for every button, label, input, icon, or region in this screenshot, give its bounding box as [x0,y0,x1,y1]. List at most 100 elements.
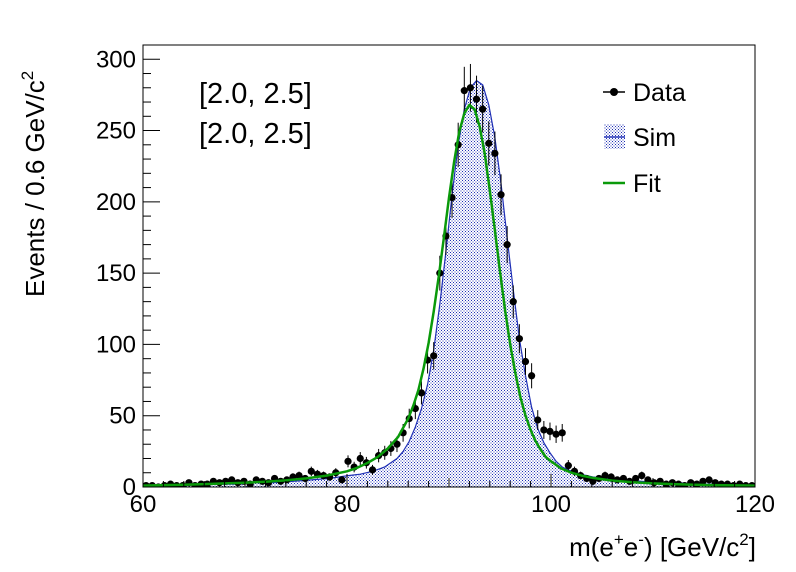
data-point-marker [540,426,548,434]
y-tick-label: 100 [96,331,136,358]
data-point [491,131,499,176]
x-label-part: ] [749,532,756,562]
data-point [699,477,707,485]
data-point [466,63,475,112]
data-point [307,466,315,477]
data-point [521,348,530,375]
data-point-marker [552,430,560,438]
y-axis-label-superscript: 2 [18,71,37,80]
x-label-part: 2 [739,530,748,549]
data-point-marker [699,477,707,485]
data-point [509,285,517,318]
data-point-marker [564,462,572,470]
y-tick-label: 50 [109,403,136,430]
legend-label-fit: Fit [633,170,661,198]
data-point-marker [356,454,364,463]
data-point-marker [417,389,426,397]
data-point [430,342,438,370]
data-point [534,410,542,430]
data-point [228,476,236,484]
y-tick-label: 150 [96,260,136,287]
data-point-marker [509,298,517,306]
data-point-marker [638,471,646,480]
series-layer [143,63,755,487]
data-point-marker [534,416,542,424]
data-point [601,471,609,480]
y-axis-label-text: Events / 0.6 GeV/c [20,80,50,297]
data-point-marker [295,471,303,480]
legend-entry-data: Data [603,79,686,107]
data-point-marker [466,84,475,92]
data-point [515,324,523,354]
data-point-marker [307,467,315,475]
data-point-marker [472,95,481,103]
data-point-marker [497,191,505,199]
y-tick-label: 300 [96,46,136,73]
data-point-marker [632,474,640,483]
y-axis-label: Events / 0.6 GeV/c2 [18,71,50,297]
data-point-marker [503,241,511,249]
data-point [540,420,548,439]
x-tick-label: 60 [130,491,157,518]
data-point [338,476,346,484]
y-axis: 0 50 100 150 200 250 300 [96,44,160,501]
legend-label-data: Data [633,79,686,107]
data-point-marker [491,149,499,157]
x-label-part: ) [GeV/c [644,532,739,562]
data-point [485,121,493,166]
data-point-marker [460,87,468,95]
data-point-marker [368,466,377,474]
y-tick-label: 250 [96,118,136,145]
data-point-marker [521,357,530,366]
data-point-marker [479,105,487,113]
data-point-marker [546,427,554,435]
data-point-marker [705,476,713,484]
data-point-marker [601,471,609,480]
legend-data-marker [610,88,618,96]
series-sim-fill [146,80,752,487]
data-point-marker [344,457,352,465]
data-point-marker [607,473,615,481]
data-point [503,226,511,264]
data-point [546,422,554,441]
data-point-marker [589,477,597,485]
data-point [497,174,505,216]
data-point [564,460,572,472]
x-tick-label: 100 [531,491,571,518]
legend: Data Sim Fit [603,79,686,198]
x-axis-label: m(e+e-) [GeV/c2] [569,530,756,562]
legend-entry-sim: Sim [604,124,676,152]
data-point [417,381,426,405]
data-point-marker [485,139,493,147]
data-point [632,474,640,483]
y-tick-label: 200 [96,189,136,216]
data-point-marker [228,476,236,484]
x-label-part: e [624,532,638,562]
plot-area [143,63,755,487]
x-axis: 60 80 100 120 [130,474,775,518]
data-point-marker [338,476,346,484]
x-label-part: + [614,530,624,549]
data-point [368,464,377,475]
data-point [638,471,646,480]
data-point-marker [393,440,401,448]
data-point-marker [515,335,523,343]
data-point [528,363,536,389]
data-point-marker [528,372,536,380]
data-point-marker [430,352,438,360]
x-tick-label: 80 [334,491,361,518]
data-point [558,423,566,442]
data-point [344,455,352,468]
data-point [460,66,468,115]
data-point [479,85,487,133]
x-label-part: m(e [569,532,614,562]
data-point-marker [644,476,652,484]
x-tick-label: 120 [735,491,775,518]
y-tick-label: 0 [123,474,136,501]
annotation-line-2: [2.0, 2.5] [199,118,312,150]
data-point [552,425,560,443]
legend-entry-fit: Fit [603,170,661,198]
data-point [356,452,364,465]
annotation-line-1: [2.0, 2.5] [199,78,312,110]
